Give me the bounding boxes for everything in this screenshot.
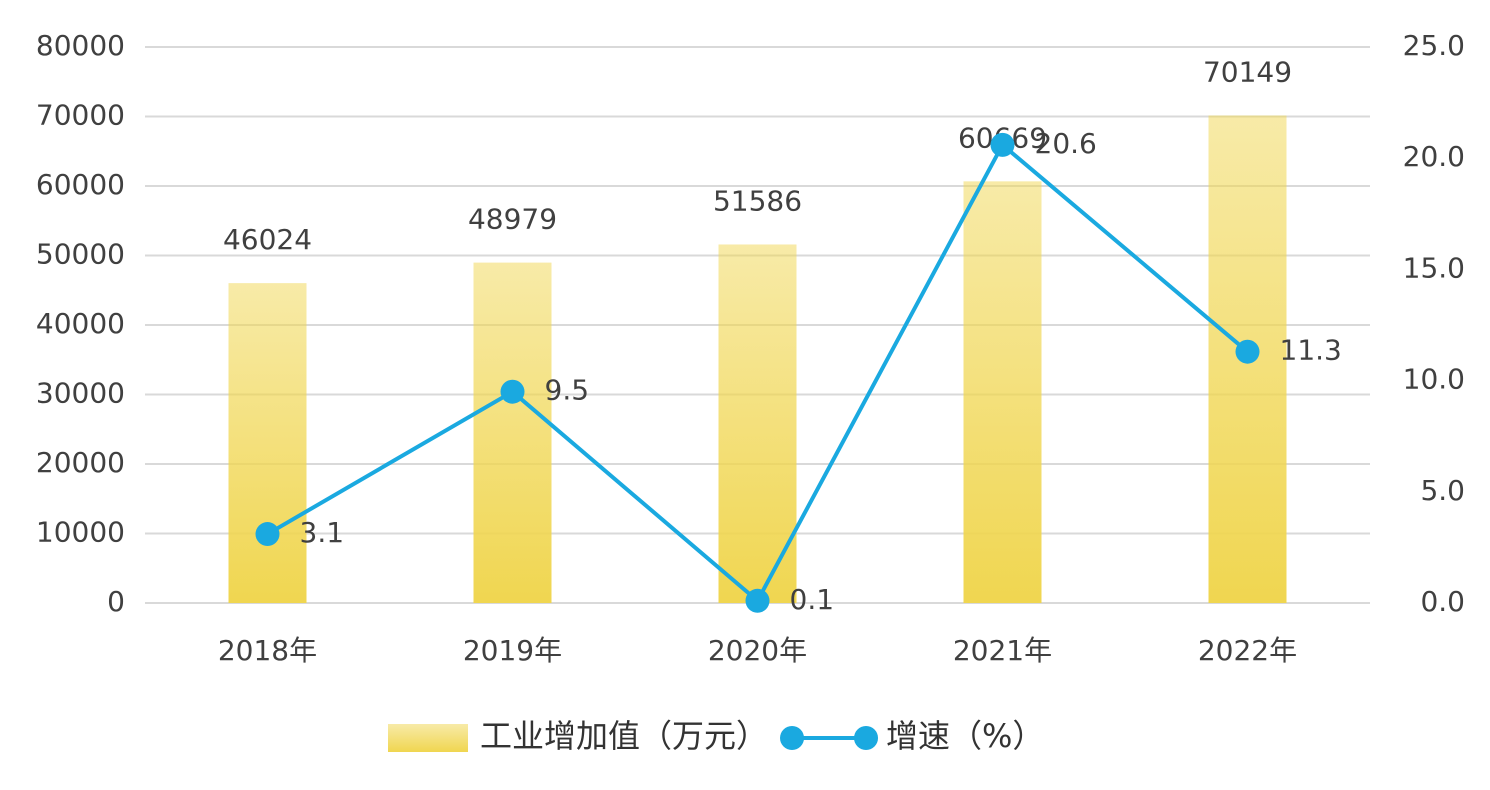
x-tick-label: 2019年: [463, 634, 562, 667]
line-marker: [745, 588, 770, 613]
line-marker: [1235, 339, 1260, 364]
y2-tick-label: 20.0: [1403, 140, 1465, 173]
y-tick-label: 60000: [36, 168, 125, 201]
y-tick-label: 20000: [36, 446, 125, 479]
line-value-label: 3.1: [300, 516, 345, 549]
x-tick-label: 2020年: [708, 634, 807, 667]
y2-tick-label: 10.0: [1403, 363, 1465, 396]
bar-value-label: 51586: [713, 184, 802, 217]
legend-swatch: [780, 726, 805, 750]
line-value-label: 0.1: [790, 583, 835, 616]
legend-label: 增速（%）: [886, 717, 1044, 755]
y-tick-label: 10000: [36, 516, 125, 549]
y2-tick-label: 0.0: [1420, 585, 1465, 618]
legend-swatch: [388, 724, 468, 752]
bar-value-label: 70149: [1203, 55, 1292, 88]
legend-swatch: [854, 726, 879, 750]
y-tick-label: 30000: [36, 377, 125, 410]
x-tick-label: 2018年: [218, 634, 317, 667]
y-tick-label: 0: [107, 585, 125, 618]
line-value-label: 9.5: [545, 374, 590, 407]
y2-tick-label: 5.0: [1420, 474, 1465, 507]
bar-value-label: 46024: [223, 223, 312, 256]
y-tick-label: 40000: [36, 307, 125, 340]
y2-tick-label: 25.0: [1403, 29, 1465, 62]
y-tick-label: 80000: [36, 29, 125, 62]
y-tick-label: 50000: [36, 238, 125, 271]
bar: [228, 283, 307, 603]
line-marker: [255, 522, 280, 547]
line-value-label: 11.3: [1280, 334, 1342, 367]
bar: [718, 244, 797, 603]
bar: [473, 262, 552, 603]
x-tick-label: 2022年: [1198, 634, 1297, 667]
y2-tick-label: 15.0: [1403, 251, 1465, 284]
y-tick-label: 70000: [36, 99, 125, 132]
bar: [963, 181, 1042, 603]
line-marker: [500, 379, 525, 404]
line-marker: [990, 132, 1015, 157]
bar-value-label: 48979: [468, 203, 557, 236]
x-tick-label: 2021年: [953, 634, 1052, 667]
legend-label: 工业增加值（万元）: [480, 717, 768, 755]
line-value-label: 20.6: [1035, 127, 1097, 160]
